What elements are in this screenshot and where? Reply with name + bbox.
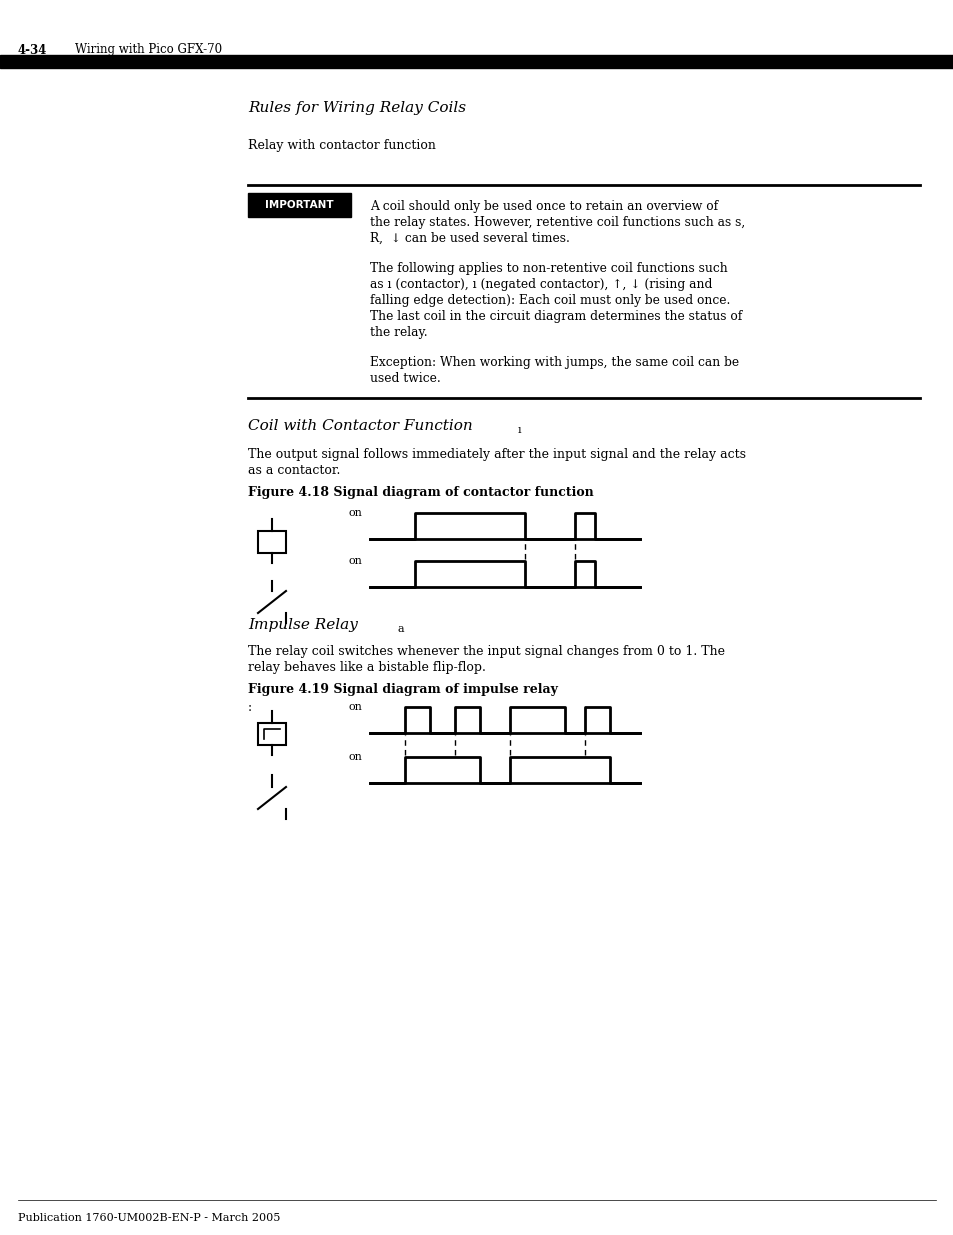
Text: The relay coil switches whenever the input signal changes from 0 to 1. The: The relay coil switches whenever the inp… [248,645,724,658]
Text: Figure 4.19 Signal diagram of impulse relay: Figure 4.19 Signal diagram of impulse re… [248,683,558,697]
Text: the relay.: the relay. [370,326,427,338]
Text: Relay with contactor function: Relay with contactor function [248,138,436,152]
Text: Coil with Contactor Function: Coil with Contactor Function [248,419,473,433]
Text: Impulse Relay: Impulse Relay [248,618,357,632]
Text: R,  ↓ can be used several times.: R, ↓ can be used several times. [370,232,569,245]
Text: Rules for Wiring Relay Coils: Rules for Wiring Relay Coils [248,101,466,115]
Text: on: on [348,701,361,713]
Text: 4-34: 4-34 [18,43,48,57]
Bar [248,193,351,217]
Text: Figure 4.18 Signal diagram of contactor function: Figure 4.18 Signal diagram of contactor … [248,487,593,499]
Text: The output signal follows immediately after the input signal and the relay acts: The output signal follows immediately af… [248,448,745,461]
Text: ı: ı [517,425,521,435]
Text: on: on [348,752,361,762]
Text: the relay states. However, retentive coil functions such as s,: the relay states. However, retentive coi… [370,216,744,228]
Bar [257,722,286,745]
Text: falling edge detection): Each coil must only be used once.: falling edge detection): Each coil must … [370,294,730,308]
Text: as a contactor.: as a contactor. [248,464,340,477]
Text: Exception: When working with jumps, the same coil can be: Exception: When working with jumps, the … [370,356,739,369]
Text: on: on [348,556,361,566]
Bar [0,56,953,68]
Text: The following applies to non-retentive coil functions such: The following applies to non-retentive c… [370,262,727,275]
Text: Wiring with Pico GFX-70: Wiring with Pico GFX-70 [75,43,222,57]
Text: The last coil in the circuit diagram determines the status of: The last coil in the circuit diagram det… [370,310,741,324]
Text: a: a [397,624,404,634]
Text: as ı (contactor), ı (negated contactor), ↑, ↓ (rising and: as ı (contactor), ı (negated contactor),… [370,278,712,291]
Text: relay behaves like a bistable flip-flop.: relay behaves like a bistable flip-flop. [248,661,485,674]
Text: A coil should only be used once to retain an overview of: A coil should only be used once to retai… [370,200,718,212]
Text: used twice.: used twice. [370,372,440,385]
Text: on: on [348,508,361,517]
Text: :: : [248,701,252,714]
Text: Publication 1760-UM002B-EN-P - March 2005: Publication 1760-UM002B-EN-P - March 200… [18,1213,280,1223]
Bar [257,531,286,553]
Text: IMPORTANT: IMPORTANT [265,200,334,210]
